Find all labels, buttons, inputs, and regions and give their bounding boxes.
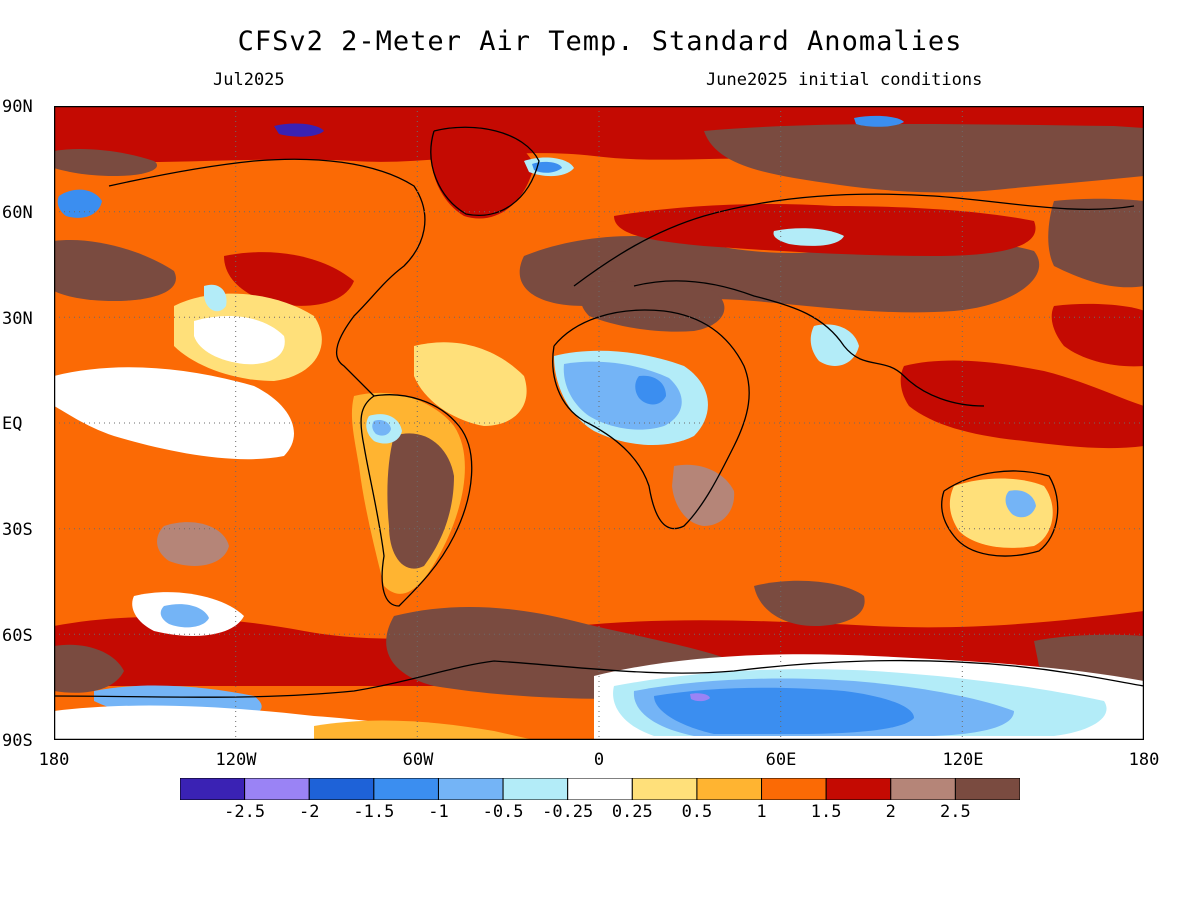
colorbar-swatch (954, 778, 1020, 800)
east-pacific-white (194, 316, 285, 365)
greenland-warm (430, 129, 534, 219)
scandinavia-blue (532, 161, 562, 173)
amazon-blue (372, 419, 391, 436)
colorbar-swatch (437, 778, 504, 800)
lon-label-120e: 120E (942, 750, 984, 770)
lat-label-90n: 90N (2, 97, 33, 117)
coastline-eurasia (573, 193, 1135, 407)
colorbar (180, 778, 1020, 800)
maritime-continent-red (900, 360, 1144, 449)
lat-label-30n: 30N (2, 309, 33, 329)
south-pacific-brown-mid (157, 522, 229, 566)
coastline-greenland (430, 126, 540, 216)
lon-label-180e: 180 (1128, 750, 1160, 770)
colorbar-swatch (825, 778, 892, 800)
siberia-brown (704, 123, 1144, 193)
coastline-australia (941, 470, 1059, 557)
colorbar-tick-label: 1.5 (810, 802, 842, 822)
colorbar-tick-label: 0.25 (611, 802, 653, 822)
graticule (54, 106, 1144, 740)
lat-label-60n: 60N (2, 203, 33, 223)
colorbar-swatch (696, 778, 763, 800)
map-border (54, 106, 1144, 740)
south-america-brown (387, 433, 454, 569)
tropical-atlantic-yellow (414, 342, 527, 426)
initial-conditions: June2025 initial conditions (706, 70, 983, 90)
colorbar-swatch (502, 778, 569, 800)
eastern-pacific-red (1051, 303, 1144, 367)
north-pacific-brown-east (1048, 198, 1144, 288)
north-pacific-brown-west (54, 149, 158, 176)
south-pacific-lightblue (160, 604, 209, 628)
coastline-antarctica (54, 659, 1144, 698)
colorbar-swatch (180, 778, 246, 800)
antarctic-westwarm (314, 720, 534, 740)
lat-label-30s: 30S (2, 520, 33, 540)
arctic-top-blue (854, 115, 904, 127)
lon-label-0: 0 (593, 750, 605, 770)
central-asia-lightblue (773, 228, 844, 246)
lon-label-180w: 180 (38, 750, 70, 770)
colorbar-tick-label: 0.5 (681, 802, 713, 822)
colorbar-tick-label: -1.5 (353, 802, 395, 822)
colorbar-tick-label: 2 (885, 802, 896, 822)
colorbar-tick-label: -1 (428, 802, 449, 822)
coastlines (54, 126, 1144, 698)
colorbar-tick-label: -2.5 (224, 802, 266, 822)
colorbar-swatch (761, 778, 827, 800)
east-pacific-lightblue (204, 284, 227, 312)
coastline-africa (552, 309, 750, 530)
colorbar-swatch (373, 778, 439, 800)
colorbar-tick-label: 1 (756, 802, 767, 822)
anomaly-map (54, 106, 1144, 740)
colorbar-swatch (631, 778, 698, 800)
coastline-south-america (360, 394, 473, 607)
alaska-blue (57, 189, 102, 218)
india-lightblue (810, 324, 859, 366)
colorbar-swatch (244, 778, 310, 800)
lat-label-eq: EQ (2, 414, 23, 434)
central-pacific-white (54, 367, 294, 460)
hudson-bay-purple (274, 123, 324, 137)
colorbar-tick-label: -2 (298, 802, 320, 822)
lat-label-90s: 90S (2, 731, 33, 751)
us-warm-band (224, 252, 354, 306)
lat-label-60s: 60S (2, 626, 33, 646)
lon-label-120w: 120W (215, 750, 257, 770)
coastline-north-america (108, 158, 426, 397)
south-indian-brown (754, 580, 865, 626)
southern-africa-brown (672, 464, 735, 526)
north-pacific-brown-left (54, 240, 176, 301)
eurasia-warm (614, 204, 1036, 256)
colorbar-swatch (890, 778, 956, 800)
colorbar-swatch (308, 778, 375, 800)
map-title: CFSv2 2-Meter Air Temp. Standard Anomali… (237, 26, 963, 57)
colorbar-tick-label: -0.5 (482, 802, 524, 822)
south-pacific-brown (54, 644, 124, 693)
antarctic-deepblue (654, 687, 914, 734)
lon-label-60e: 60E (765, 750, 797, 770)
lon-label-60w: 60W (402, 750, 434, 770)
colorbar-swatch (567, 778, 633, 800)
antarctic-purple (690, 693, 710, 702)
forecast-month: Jul2025 (213, 70, 285, 90)
central-africa-deepblue (635, 375, 666, 405)
sahara-brown (580, 280, 725, 332)
colorbar-tick-label: -0.25 (542, 802, 594, 822)
colorbar-tick-label: 2.5 (940, 802, 971, 822)
australia-blue (1005, 490, 1036, 518)
